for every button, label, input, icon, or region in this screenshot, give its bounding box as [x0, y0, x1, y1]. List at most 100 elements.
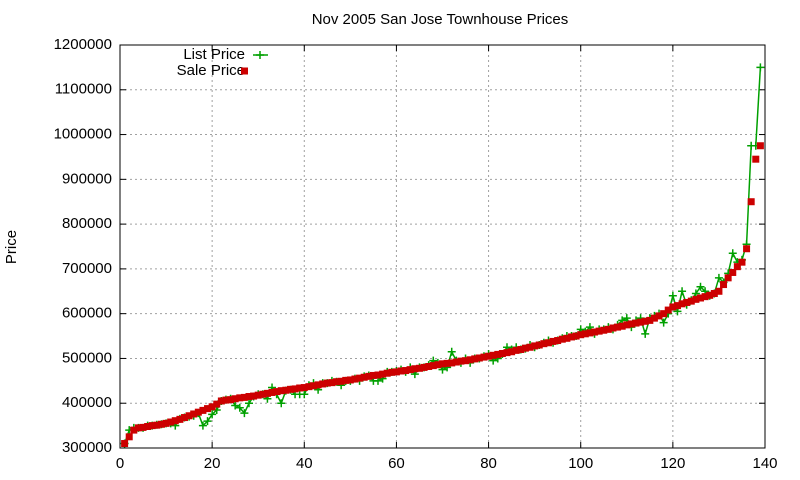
- sale-marker: [171, 417, 179, 425]
- series-line: [123, 67, 762, 444]
- sale-marker: [148, 422, 156, 430]
- sale-marker: [466, 356, 474, 364]
- sale-marker: [323, 379, 331, 387]
- sale-marker: [729, 268, 737, 276]
- sale-marker: [296, 384, 304, 392]
- x-tick-label: 120: [660, 455, 685, 472]
- plot-frame: [119, 44, 766, 449]
- sale-marker: [305, 383, 313, 391]
- x-tick-label: 60: [388, 455, 405, 472]
- sale-marker: [328, 379, 336, 387]
- sale-marker: [508, 348, 516, 356]
- legend-swatch: [256, 51, 264, 59]
- list-marker: [300, 390, 309, 399]
- sale-marker: [379, 370, 387, 378]
- list-marker: [756, 63, 765, 72]
- sale-marker: [706, 291, 714, 299]
- sale-marker: [254, 391, 262, 399]
- sale-marker: [733, 263, 741, 271]
- sale-marker: [558, 335, 566, 343]
- sale-marker: [752, 155, 760, 163]
- sale-marker: [549, 337, 557, 345]
- y-axis-label: Price: [3, 230, 20, 264]
- sale-marker: [747, 198, 755, 206]
- legend-label: List Price: [183, 46, 245, 63]
- sale-marker: [568, 333, 575, 341]
- sale-marker: [439, 360, 446, 368]
- sale-marker: [314, 381, 322, 389]
- y-tick-label: 1200000: [54, 36, 112, 53]
- sale-marker: [614, 323, 622, 331]
- sale-marker: [756, 142, 764, 150]
- sale-marker: [208, 403, 216, 411]
- list-marker: [659, 318, 668, 327]
- sale-marker: [250, 392, 258, 400]
- legend-swatch: [241, 67, 248, 75]
- sale-marker: [342, 376, 350, 384]
- sale-marker: [710, 290, 718, 298]
- sale-marker: [448, 359, 456, 367]
- sale-marker: [144, 423, 152, 431]
- sale-marker: [277, 387, 285, 395]
- sale-marker: [125, 433, 133, 441]
- sale-marker: [738, 258, 746, 266]
- list-marker: [245, 399, 253, 408]
- list-marker: [714, 273, 723, 282]
- sale-marker: [595, 327, 603, 335]
- list-marker: [668, 291, 677, 300]
- x-tick-label: 20: [204, 455, 221, 472]
- y-tick-label: 1000000: [54, 126, 112, 143]
- list-marker: [198, 421, 207, 430]
- sale-marker: [664, 306, 672, 314]
- sale-marker: [701, 293, 709, 301]
- sale-marker: [743, 245, 751, 253]
- sale-marker: [627, 320, 635, 328]
- sale-marker: [429, 362, 437, 370]
- sale-marker: [153, 421, 161, 429]
- sale-marker: [337, 377, 345, 385]
- sale-marker: [369, 371, 377, 379]
- sale-marker: [204, 405, 212, 413]
- sale-marker: [227, 396, 235, 404]
- sale-marker: [351, 375, 359, 383]
- sale-marker: [443, 359, 451, 367]
- sale-marker: [563, 334, 571, 342]
- sale-marker: [213, 400, 221, 408]
- sale-marker: [572, 332, 580, 340]
- sale-marker: [167, 418, 175, 426]
- sale-marker: [222, 396, 230, 404]
- sale-marker: [356, 374, 364, 382]
- sale-marker: [697, 294, 704, 302]
- sale-marker: [121, 440, 129, 448]
- x-tick-label: 80: [480, 455, 497, 472]
- sale-marker: [415, 364, 423, 372]
- sale-marker: [720, 281, 728, 289]
- sale-marker: [360, 373, 368, 381]
- sale-marker: [162, 419, 170, 427]
- sale-marker: [457, 357, 465, 365]
- sale-marker: [724, 274, 732, 282]
- list-marker: [235, 403, 244, 412]
- sale-marker: [600, 326, 608, 334]
- sale-marker: [199, 406, 207, 414]
- sale-marker: [263, 389, 271, 397]
- sale-marker: [420, 363, 428, 371]
- sale-marker: [498, 350, 506, 358]
- sale-marker: [586, 329, 594, 337]
- sale-marker: [157, 420, 165, 428]
- sale-marker: [475, 354, 483, 362]
- sale-marker: [623, 321, 631, 329]
- sale-marker: [452, 358, 460, 366]
- sale-marker: [471, 355, 479, 363]
- sale-marker: [240, 393, 248, 401]
- sale-marker: [397, 367, 405, 375]
- sale-marker: [687, 297, 695, 305]
- sale-marker: [245, 393, 253, 401]
- chart-title: Nov 2005 San Jose Townhouse Prices: [312, 11, 569, 28]
- y-tick-label: 600000: [62, 305, 112, 322]
- sale-marker: [383, 369, 391, 377]
- sale-marker: [273, 388, 281, 396]
- sale-marker: [604, 325, 612, 333]
- sale-marker: [618, 322, 626, 330]
